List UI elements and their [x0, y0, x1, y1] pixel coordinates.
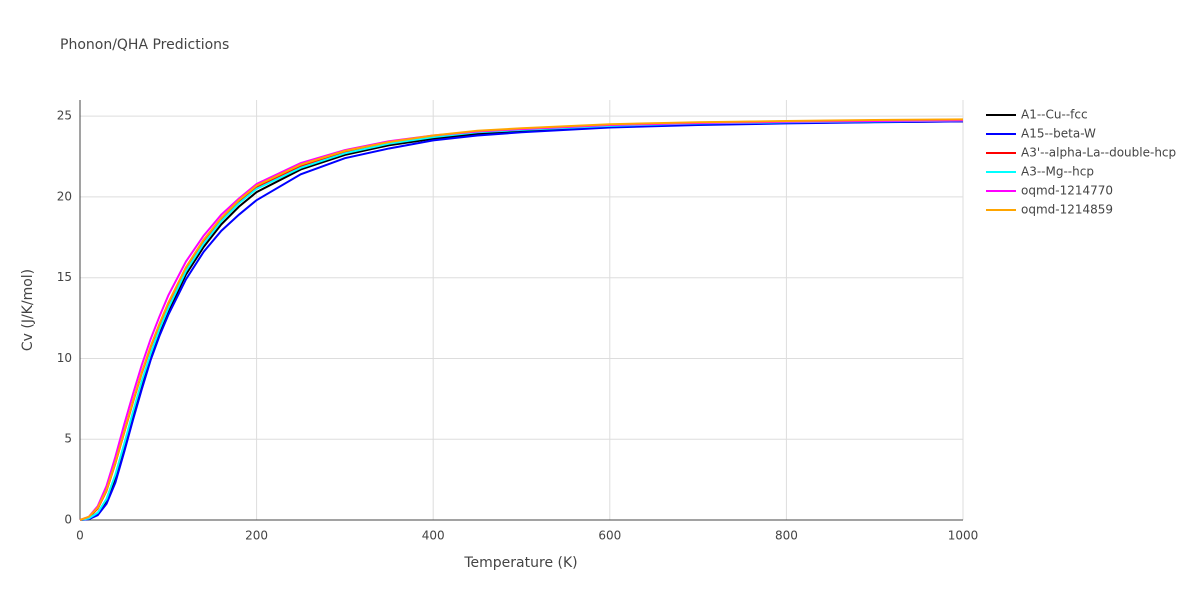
- y-tick-label: 10: [57, 351, 72, 365]
- legend-label: A1--Cu--fcc: [1021, 108, 1088, 122]
- chart-title: Phonon/QHA Predictions: [60, 37, 229, 53]
- x-tick-label: 800: [775, 529, 798, 543]
- y-tick-label: 15: [57, 270, 72, 284]
- series-line: [79, 120, 964, 521]
- series-line: [79, 120, 964, 521]
- x-tick-label: 600: [598, 529, 621, 543]
- series-line: [79, 118, 964, 521]
- legend-label: A15--beta-W: [1021, 127, 1096, 141]
- x-tick-label: 0: [76, 529, 84, 543]
- legend-label: A3'--alpha-La--double-hcp: [1021, 146, 1176, 160]
- x-tick-label: 1000: [948, 529, 979, 543]
- y-tick-label: 25: [57, 109, 72, 123]
- y-axis-label: Cv (J/K/mol): [20, 269, 36, 351]
- legend-label: A3--Mg--hcp: [1021, 165, 1094, 179]
- series-line: [79, 119, 964, 521]
- y-tick-label: 0: [64, 513, 72, 527]
- legend-label: oqmd-1214859: [1021, 203, 1113, 217]
- series-line: [79, 118, 964, 521]
- x-tick-label: 200: [245, 529, 268, 543]
- legend-label: oqmd-1214770: [1021, 184, 1113, 198]
- y-tick-label: 20: [57, 189, 72, 203]
- y-tick-label: 5: [64, 432, 72, 446]
- x-tick-label: 400: [422, 529, 445, 543]
- series-line: [79, 119, 964, 521]
- x-axis-label: Temperature (K): [463, 555, 577, 571]
